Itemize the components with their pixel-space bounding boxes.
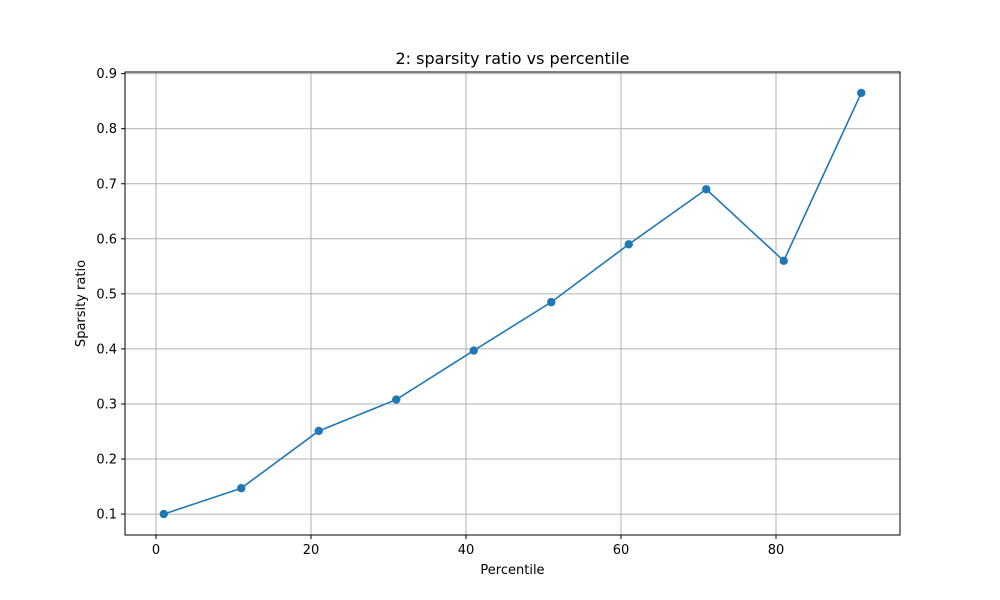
- y-tick-label: 0.7: [96, 177, 117, 192]
- y-tick-label: 0.4: [96, 342, 117, 357]
- data-point-marker: [469, 346, 478, 355]
- y-tick-label: 0.8: [96, 122, 117, 137]
- data-point-marker: [547, 297, 556, 307]
- chart-title: 2: sparsity ratio vs percentile: [395, 49, 629, 68]
- y-tick-label: 0.5: [96, 287, 117, 302]
- y-tick-label: 0.2: [96, 453, 117, 468]
- x-tick-label: 80: [768, 543, 785, 558]
- y-tick-label: 0.6: [96, 232, 117, 247]
- y-tick-label: 0.1: [96, 508, 117, 523]
- x-tick-label: 60: [613, 543, 630, 558]
- data-point-marker: [392, 395, 401, 404]
- data-point-marker: [857, 88, 866, 98]
- series-line: [163, 92, 862, 515]
- x-axis-label: Percentile: [480, 563, 544, 578]
- y-tick-label: 0.3: [96, 397, 117, 412]
- plot-area-frame: [124, 71, 901, 536]
- y-tick-label: 0.9: [96, 67, 117, 82]
- data-point-marker: [702, 185, 711, 194]
- data-point-marker: [779, 256, 788, 266]
- grid-lines: [125, 72, 900, 535]
- y-axis-label: Sparsity ratio: [74, 260, 89, 347]
- series-layer: [159, 88, 866, 519]
- axis-ticks: 0 20 40 60 80 0.1 0.2 0.3 0.4 0.5 0.6 0.7 0.8 0.9: [96, 67, 784, 558]
- data-point-marker: [314, 426, 323, 436]
- data-point-marker: [624, 240, 633, 249]
- x-tick-label: 40: [458, 543, 475, 558]
- x-tick-label: 0: [152, 543, 160, 558]
- x-tick-label: 20: [303, 543, 320, 558]
- data-point-marker: [237, 484, 246, 493]
- data-point-marker: [159, 509, 168, 519]
